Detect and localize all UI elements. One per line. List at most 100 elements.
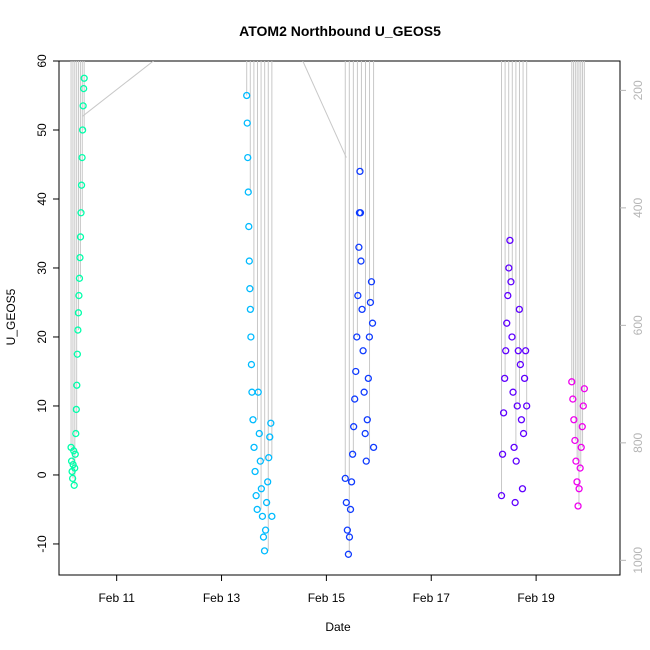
data-point [509,388,517,396]
data-point [575,485,583,493]
data-point [243,91,251,100]
y-tick-label: 20 [35,330,49,344]
right-tick-label: 800 [631,432,645,452]
data-point [249,416,257,424]
data-point [504,291,512,300]
y-axis-label: U_GEOS5 [4,288,18,345]
data-point [260,547,269,555]
y-tick-label: 60 [35,54,49,68]
data-point [250,443,258,452]
pressure-trace [82,61,154,117]
data-point [512,457,520,465]
y-tick-label: 10 [35,399,49,413]
chart-title: ATOM2 Northbound U_GEOS5 [239,23,441,39]
data-layer [67,61,588,558]
data-point [73,350,82,358]
data-point [508,333,516,341]
data-point [354,291,362,300]
data-point [243,119,251,127]
data-point [356,209,365,217]
data-point [569,395,577,403]
data-point [75,274,84,282]
data-point [506,236,514,245]
data-point [580,385,588,393]
right-tick-label: 600 [631,315,645,335]
data-point [350,423,358,431]
data-point [255,429,263,438]
data-point [76,233,85,241]
x-tick-label: Feb 13 [203,591,241,605]
data-point [568,378,576,386]
data-point [577,443,585,452]
data-point [80,74,88,82]
data-point [514,347,522,355]
data-point [361,429,369,438]
data-point [267,419,275,427]
data-point [268,512,276,521]
data-point [262,498,271,507]
data-point [79,102,87,110]
data-point [519,429,528,438]
data-point [345,533,354,541]
data-point [578,423,586,431]
data-point [368,319,377,327]
data-point [357,257,365,265]
data-point [360,388,368,396]
series-2 [341,167,378,558]
pressure-trace [302,61,347,158]
data-point [523,402,531,410]
data-point [75,291,83,300]
data-point [503,319,511,327]
data-point [244,188,252,196]
data-point [245,257,253,265]
data-point [579,402,587,410]
data-point [77,209,85,217]
data-point [344,550,353,558]
data-point [499,409,508,417]
data-point [74,326,82,334]
data-point [352,367,360,376]
data-point [502,347,510,355]
data-point [515,305,523,314]
data-point [505,264,513,272]
series-3 [497,236,531,507]
data-point [571,436,579,445]
data-point [355,243,363,251]
data-point [573,478,581,486]
y-tick-label: 30 [35,261,49,275]
data-point [351,395,359,403]
data-point [356,167,364,176]
right-tick-label: 1000 [631,547,645,574]
data-point [359,347,367,355]
data-point [72,405,80,414]
data-point [74,309,83,317]
data-point [348,450,357,458]
series-0 [67,74,88,489]
y-tick-label: 0 [35,471,49,478]
data-point [363,416,371,424]
data-point [346,505,355,514]
data-point [246,305,255,314]
data-point [510,443,518,452]
right-tick-label: 400 [631,198,645,218]
data-point [254,388,262,396]
data-point [343,526,352,534]
right-tick-label: 200 [631,80,645,100]
data-point [367,278,376,286]
data-point [261,526,270,534]
data-point [67,457,76,465]
x-tick-label: Feb 11 [98,591,135,605]
x-tick-label: Feb 17 [413,591,451,605]
data-point [507,278,515,286]
data-point [246,285,254,293]
data-point [570,416,578,424]
data-point [259,533,268,541]
data-point [521,347,530,355]
data-point [79,84,88,93]
data-point [347,478,356,486]
y-tick-label: -10 [35,535,49,553]
data-point [369,443,378,452]
data-point [251,467,259,476]
plot-frame [58,60,621,576]
data-point [342,498,350,507]
